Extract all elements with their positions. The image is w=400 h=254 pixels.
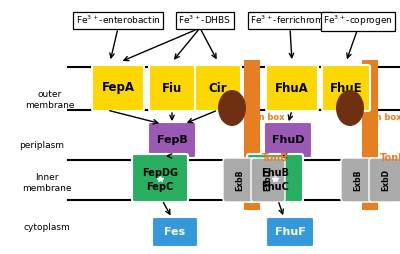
Text: FhuC: FhuC: [261, 182, 289, 192]
Text: Inner
membrane: Inner membrane: [22, 173, 72, 193]
FancyBboxPatch shape: [251, 158, 285, 202]
Text: ExbB: ExbB: [354, 169, 362, 191]
Text: TonB: TonB: [262, 153, 288, 163]
Text: TonB: TonB: [380, 153, 400, 163]
Text: FhuE: FhuE: [330, 82, 362, 94]
Text: ExbD: ExbD: [382, 169, 390, 191]
Text: Ton box: Ton box: [365, 114, 400, 122]
Text: FhuD: FhuD: [272, 135, 304, 145]
Text: ExbB: ExbB: [236, 169, 244, 191]
FancyBboxPatch shape: [247, 154, 303, 202]
FancyBboxPatch shape: [322, 65, 370, 111]
Text: Fe$^{3+}$-enterobactin: Fe$^{3+}$-enterobactin: [76, 14, 160, 26]
Text: FhuA: FhuA: [275, 82, 309, 94]
Text: FepB: FepB: [157, 135, 187, 145]
FancyBboxPatch shape: [132, 154, 188, 202]
Text: FhuF: FhuF: [275, 227, 305, 237]
Bar: [362, 60, 378, 210]
FancyBboxPatch shape: [92, 65, 144, 111]
FancyBboxPatch shape: [223, 158, 257, 202]
Text: Fiu: Fiu: [162, 82, 182, 94]
Text: outer
membrane: outer membrane: [25, 90, 75, 110]
Text: Fe$^{3+}$-ferrichrome: Fe$^{3+}$-ferrichrome: [250, 14, 330, 26]
Text: Fe$^{3+}$-DHBS: Fe$^{3+}$-DHBS: [178, 14, 232, 26]
FancyBboxPatch shape: [148, 122, 196, 158]
Bar: [244, 60, 260, 210]
FancyBboxPatch shape: [264, 122, 312, 158]
Ellipse shape: [336, 90, 364, 126]
Text: Ton box: Ton box: [248, 114, 284, 122]
FancyBboxPatch shape: [266, 65, 318, 111]
Ellipse shape: [218, 90, 246, 126]
FancyBboxPatch shape: [149, 65, 195, 111]
Text: Fe$^{3+}$-coprogen: Fe$^{3+}$-coprogen: [323, 14, 393, 28]
Text: periplasm: periplasm: [20, 140, 64, 150]
FancyBboxPatch shape: [266, 217, 314, 247]
FancyBboxPatch shape: [369, 158, 400, 202]
Text: FepC: FepC: [146, 182, 174, 192]
Text: Cir: Cir: [209, 82, 227, 94]
Text: FepA: FepA: [102, 82, 134, 94]
FancyBboxPatch shape: [341, 158, 375, 202]
FancyBboxPatch shape: [195, 65, 241, 111]
Text: ExbD: ExbD: [264, 169, 272, 191]
Text: cytoplasm: cytoplasm: [24, 224, 70, 232]
FancyBboxPatch shape: [152, 217, 198, 247]
Text: FepDG: FepDG: [142, 168, 178, 178]
Text: FhuB: FhuB: [261, 168, 289, 178]
Text: Fes: Fes: [164, 227, 186, 237]
